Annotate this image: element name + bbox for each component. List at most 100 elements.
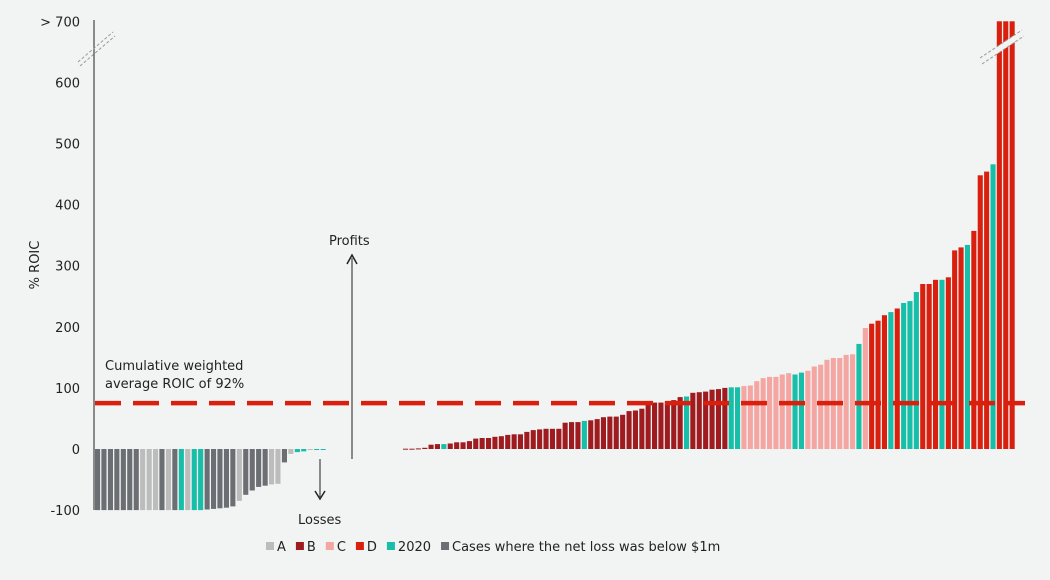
loss-bar — [262, 449, 268, 486]
profit-bar — [990, 164, 996, 450]
profit-bar — [511, 434, 517, 449]
loss-bar — [307, 449, 313, 450]
legend-swatch — [266, 542, 274, 550]
profit-bar — [728, 387, 734, 449]
loss-bar — [275, 449, 281, 484]
loss-bar — [107, 449, 113, 511]
legend-label: B — [307, 540, 316, 555]
profit-bar — [888, 312, 894, 449]
legend-label: 2020 — [398, 540, 431, 555]
profit-bar — [952, 250, 958, 449]
y-ticks: > 700 600 500 400 300 200 100 0 -100 — [40, 15, 80, 519]
profit-bar — [517, 434, 523, 449]
loss-bar — [269, 449, 275, 485]
legend-swatch — [295, 542, 304, 550]
loss-bar — [120, 449, 126, 511]
profit-bar — [747, 385, 753, 449]
profit-bar — [850, 354, 856, 449]
legend-swatch — [386, 542, 395, 550]
loss-bar — [178, 449, 184, 511]
profit-bar — [492, 436, 498, 449]
legend: A B C D 2020 Cases where the net loss was bel… — [266, 540, 720, 555]
profit-bar — [562, 422, 568, 449]
bars-group — [95, 21, 1015, 511]
profit-bar — [543, 428, 549, 449]
axis-break-left — [77, 31, 116, 67]
profit-bar — [977, 175, 983, 450]
profit-bar — [473, 438, 479, 449]
y-tick-label: 600 — [55, 76, 80, 91]
profit-bar — [901, 303, 907, 449]
profit-bar — [524, 431, 530, 449]
profit-bar — [881, 315, 887, 449]
profit-bar — [639, 408, 645, 449]
loss-bar — [223, 449, 229, 508]
profit-bar — [779, 374, 785, 449]
profit-bar — [996, 21, 1002, 450]
loss-bar — [133, 449, 139, 511]
profit-bar — [632, 410, 638, 449]
y-tick-label: 400 — [55, 199, 80, 214]
loss-bar — [204, 449, 210, 510]
loss-bar — [217, 449, 223, 509]
profit-bar — [626, 411, 632, 449]
profit-bar — [760, 378, 766, 449]
legend-label: Cases where the net loss was below $1m — [452, 540, 720, 555]
profit-bar — [907, 301, 913, 449]
loss-bar — [198, 449, 204, 511]
profit-bar — [664, 401, 670, 449]
loss-bar — [249, 449, 255, 491]
profit-bar — [696, 392, 702, 449]
y-tick-label: -100 — [50, 504, 80, 519]
profit-bar — [466, 441, 472, 449]
profit-bar — [792, 374, 798, 449]
loss-bar — [153, 449, 159, 511]
loss-bar — [127, 449, 133, 511]
losses-label: Losses — [298, 513, 342, 528]
profit-bar — [786, 373, 792, 449]
legend-label: A — [277, 540, 286, 555]
profit-bar — [575, 422, 581, 449]
loss-bar — [281, 449, 287, 463]
profit-bar — [767, 376, 773, 449]
profit-bar — [549, 428, 555, 449]
profit-bar — [933, 279, 939, 449]
profit-bar — [805, 370, 811, 449]
profit-bar — [843, 354, 849, 449]
loss-bar — [185, 449, 191, 511]
profit-bar — [818, 364, 824, 449]
y-tick-label: 300 — [55, 260, 80, 275]
profit-bar — [715, 389, 721, 449]
loss-bar — [320, 449, 326, 450]
profit-bar — [677, 397, 683, 449]
profit-bar — [620, 414, 626, 449]
profit-bar — [684, 396, 690, 449]
profit-bar — [856, 343, 862, 449]
profit-bar — [754, 381, 760, 449]
profit-bar — [600, 417, 606, 449]
profit-bar — [735, 387, 741, 449]
profit-bar — [926, 284, 932, 449]
profit-bar — [1009, 21, 1015, 450]
profit-bar — [690, 392, 696, 449]
profit-bar — [613, 416, 619, 449]
axis-break-right — [979, 29, 1025, 65]
profits-label: Profits — [329, 234, 370, 249]
profit-bar — [1003, 21, 1009, 450]
loss-bar — [95, 449, 101, 511]
y-tick-label: 100 — [55, 382, 80, 397]
profit-bar — [460, 442, 466, 449]
profit-bar — [428, 444, 434, 449]
y-tick-label: 200 — [55, 321, 80, 336]
legend-swatch — [441, 542, 450, 550]
loss-bar — [288, 449, 294, 454]
profit-bar — [581, 420, 587, 449]
profit-bar — [913, 292, 919, 449]
loss-bar — [172, 449, 178, 511]
profit-bar — [971, 230, 977, 449]
profit-bar — [409, 448, 415, 450]
profit-bar — [658, 402, 664, 449]
loss-bar — [159, 449, 165, 511]
y-tick-label: > 700 — [40, 15, 80, 30]
profit-bar — [415, 448, 421, 450]
